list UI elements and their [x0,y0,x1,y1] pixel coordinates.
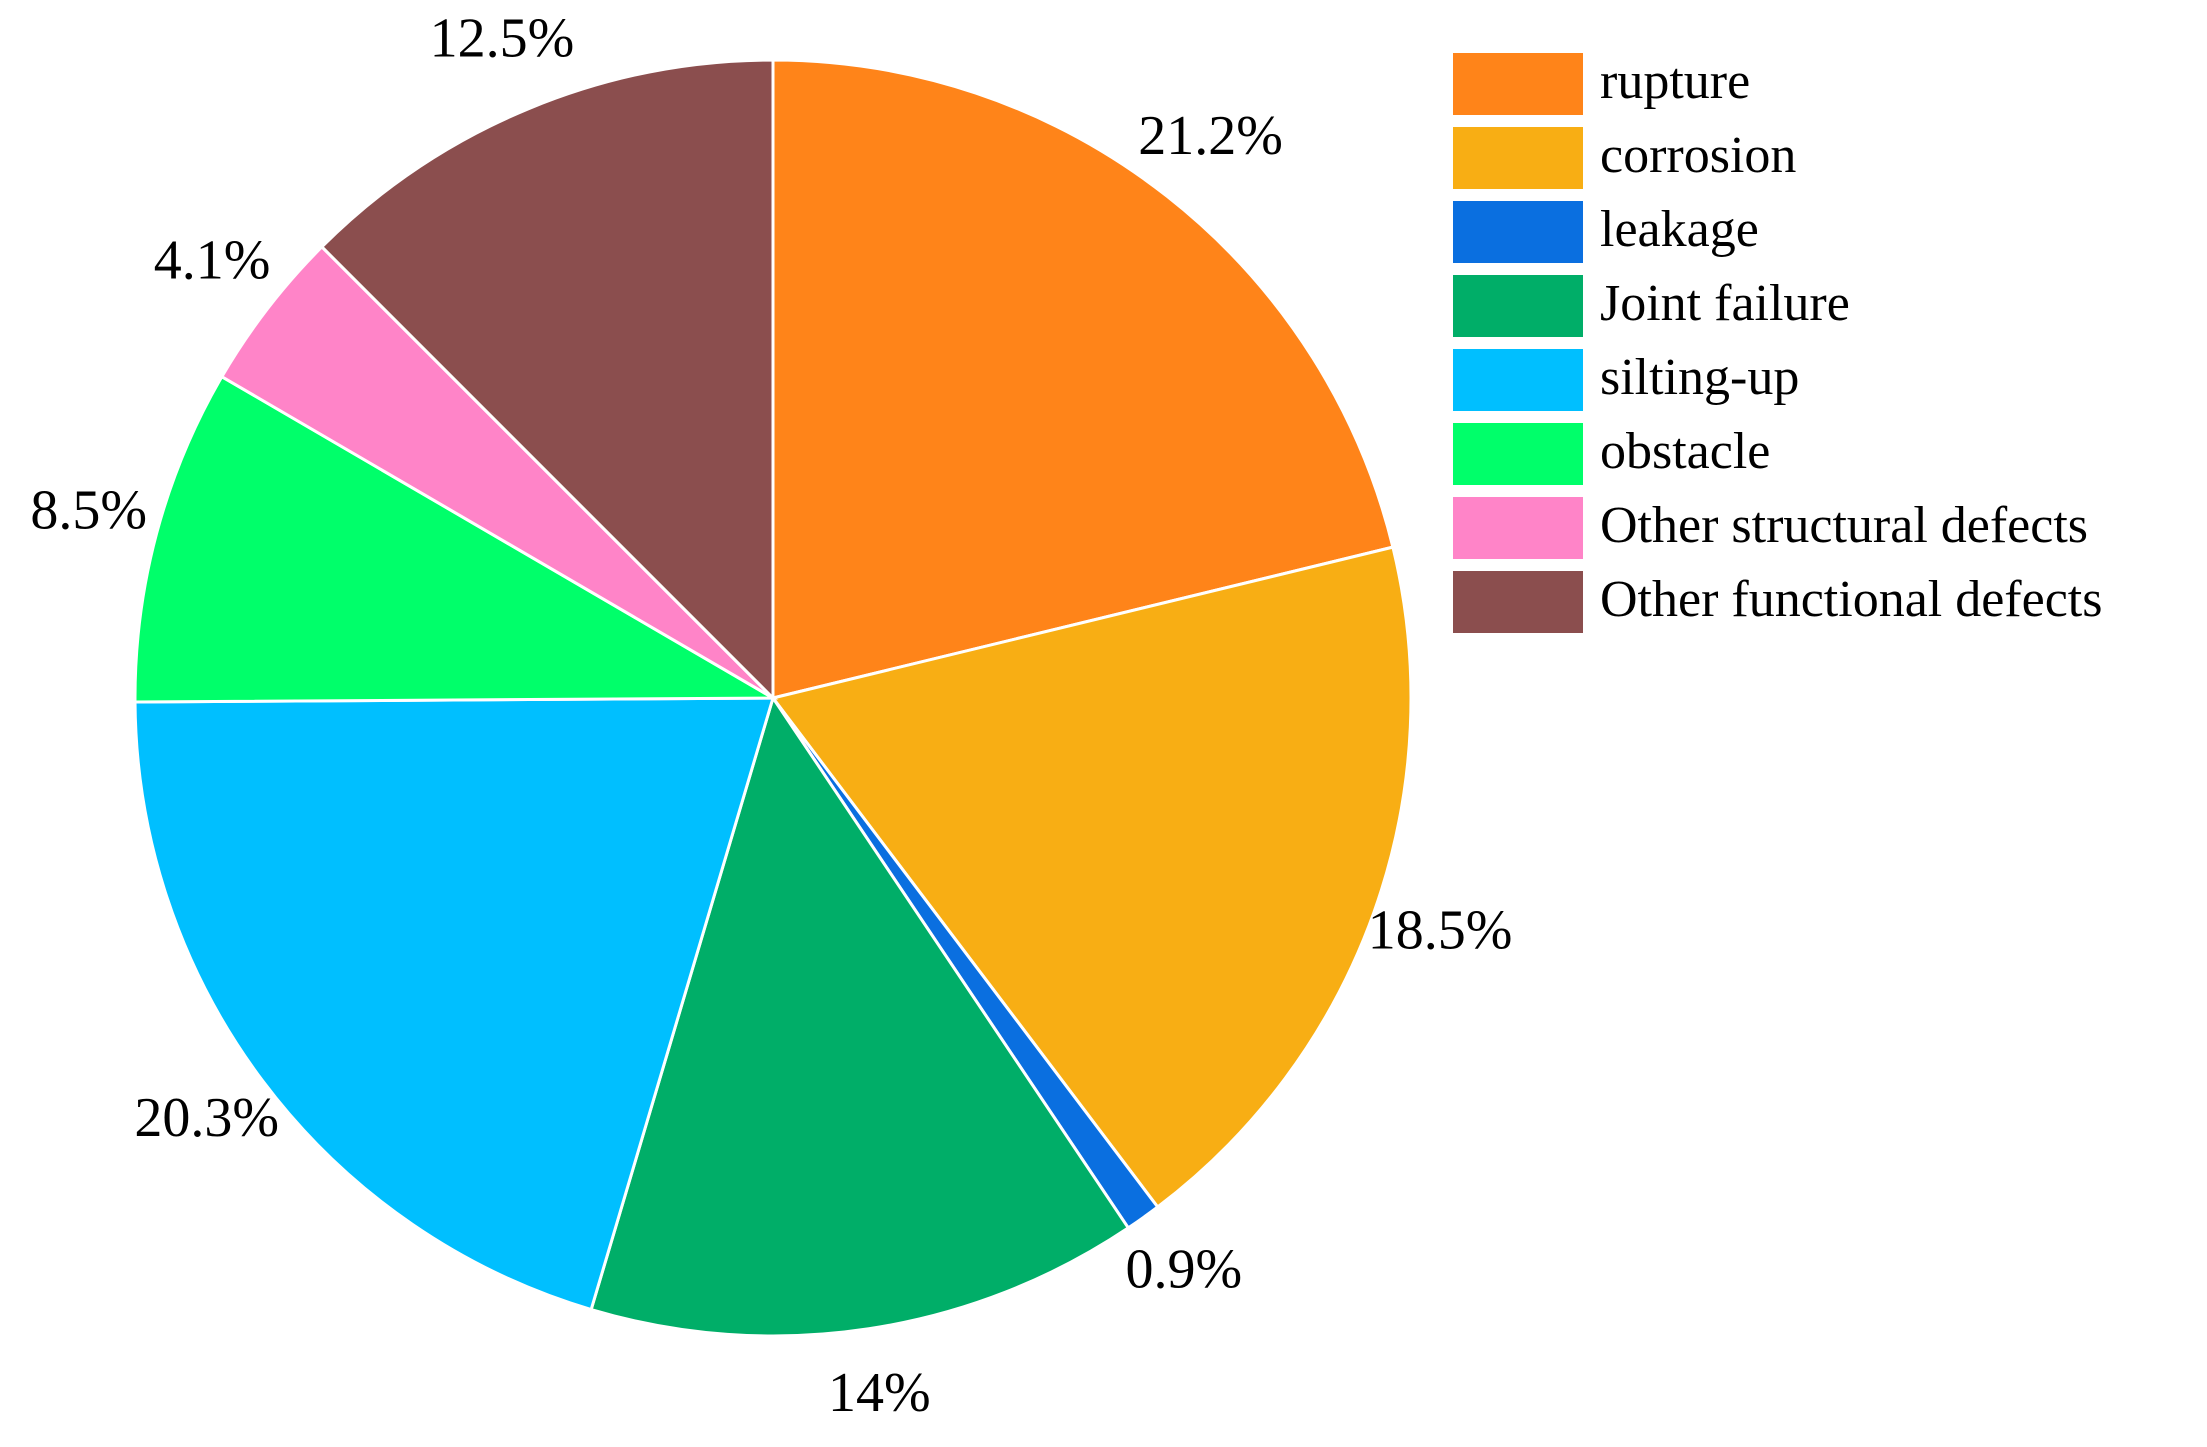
legend-label: corrosion [1600,127,1796,184]
legend-label: silting-up [1600,349,1799,406]
slice-label: 8.5% [30,479,147,541]
legend-swatch [1453,201,1583,263]
slice-label: 21.2% [1138,105,1283,167]
legend-swatch [1453,275,1583,337]
slice-label: 0.9% [1126,1239,1243,1301]
legend-swatch [1453,127,1583,189]
legend-label: Joint failure [1600,275,1850,332]
slice-label: 12.5% [430,8,575,70]
pie-slice [771,58,1395,700]
legend-swatch [1453,53,1583,115]
pie-slice [770,545,1413,1210]
legend-label: leakage [1600,201,1759,258]
slice-label: 20.3% [134,1087,279,1149]
pie-slice [589,694,1131,1338]
legend-label: rupture [1600,53,1750,110]
legend-label: Other structural defects [1600,497,2088,554]
legend-swatch [1453,497,1583,559]
pie-slice [319,58,775,702]
legend-swatch [1453,423,1583,485]
slice-label: 4.1% [154,230,271,292]
legend-label: obstacle [1600,423,1770,480]
legend-swatch [1453,349,1583,411]
slice-label: 18.5% [1368,900,1513,962]
slice-label: 14% [828,1362,931,1424]
pie-slice [133,696,776,1312]
pie-slice [133,374,779,704]
legend-label: Other functional defects [1600,571,2102,628]
legend-swatch [1453,571,1583,633]
